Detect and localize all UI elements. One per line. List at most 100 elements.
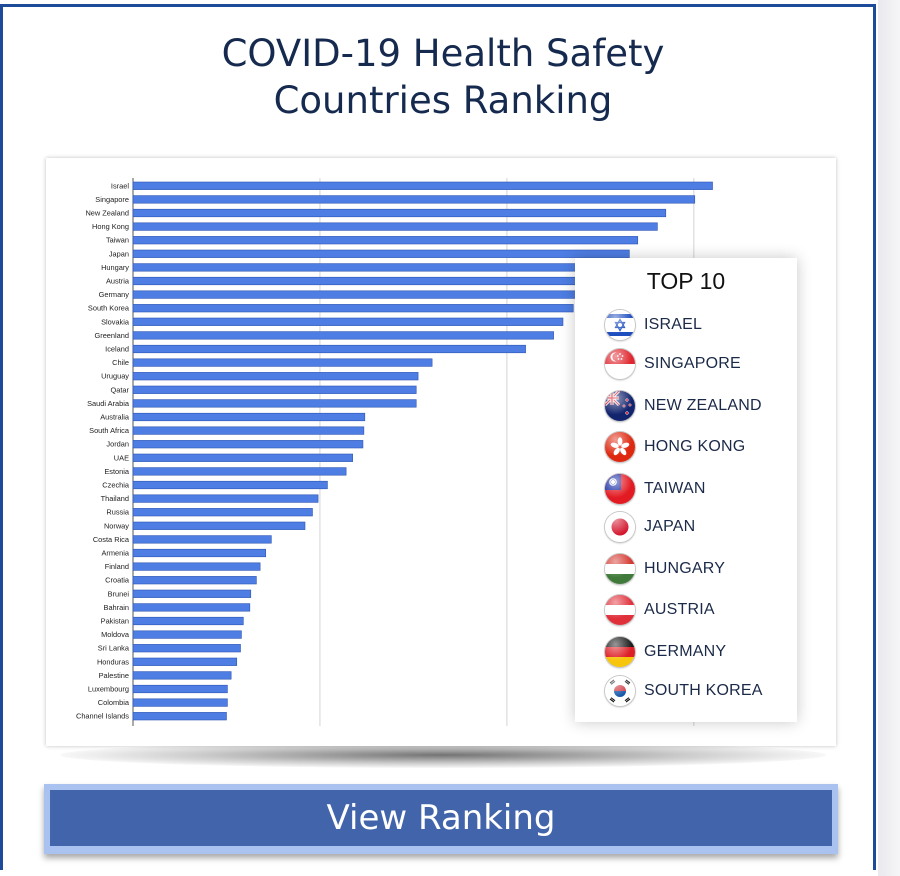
category-label: Czechia <box>102 481 130 490</box>
bar <box>132 399 417 408</box>
category-label: New Zealand <box>85 209 129 218</box>
top10-item-label: ISRAEL <box>644 316 703 333</box>
bar <box>132 304 574 313</box>
category-label: Moldova <box>101 630 130 639</box>
category-label: Hungary <box>101 263 129 272</box>
bar <box>132 494 319 503</box>
top10-item: HUNGARY <box>605 552 725 586</box>
category-label: Finland <box>105 562 129 571</box>
category-label: Germany <box>99 290 130 299</box>
category-label: Iceland <box>105 345 129 354</box>
singapore-flag-icon <box>605 349 635 379</box>
bar <box>132 290 606 299</box>
new-zealand-flag-icon <box>605 391 635 421</box>
bar <box>132 372 419 381</box>
top10-item-label: SOUTH KOREA <box>644 682 763 699</box>
bar <box>132 698 228 707</box>
bar <box>132 195 696 204</box>
top10-item: TAIWAN <box>605 472 706 506</box>
top10-item: GERMANY <box>605 635 726 669</box>
bar <box>132 657 238 666</box>
bar <box>132 644 241 653</box>
view-ranking-button[interactable]: View Ranking <box>50 790 832 846</box>
top10-item: AUSTRIA <box>605 593 715 627</box>
bar <box>132 671 232 680</box>
page-title: COVID-19 Health Safety Countries Ranking <box>0 30 886 124</box>
austria-flag-icon <box>605 595 635 625</box>
category-label: Russia <box>106 508 129 517</box>
bar <box>132 467 347 476</box>
category-label: Japan <box>109 249 129 258</box>
top10-item: JAPAN <box>605 510 695 544</box>
category-label: Norway <box>104 521 129 530</box>
category-label: Hong Kong <box>92 222 129 231</box>
ranking-bar-chart: Israel Singapore New Zealand Hong Kong Taiwa… <box>76 178 713 726</box>
bar <box>132 616 244 626</box>
category-label: Uruguay <box>101 372 129 381</box>
category-label: Qatar <box>111 385 130 394</box>
bar <box>132 521 306 530</box>
category-label: Honduras <box>97 657 129 666</box>
category-label: Australia <box>100 413 130 422</box>
top10-item-label: HUNGARY <box>644 560 726 577</box>
top10-heading: TOP 10 <box>646 268 726 294</box>
bar <box>132 331 554 340</box>
page-edge-shade <box>878 0 900 876</box>
category-label: Jordan <box>106 440 129 449</box>
bar <box>132 412 366 422</box>
category-label: UAE <box>114 453 129 462</box>
top10-item: SOUTH KOREA <box>605 674 763 708</box>
bar <box>132 385 417 394</box>
bar <box>132 562 261 571</box>
top10-item-label: NEW ZEALAND <box>644 397 762 414</box>
page-frame <box>0 4 876 870</box>
top10-item: SINGAPORE <box>605 347 741 381</box>
bar <box>132 358 433 367</box>
category-label: Greenland <box>94 331 129 340</box>
top10-panel: TOP 10 ISRAEL SINGAPORE NEW ZEALAND HONG… <box>575 258 797 722</box>
bar <box>132 548 267 558</box>
category-label: Sri Lanka <box>98 644 130 653</box>
category-label: Israel <box>111 181 129 190</box>
category-label: Croatia <box>105 576 130 585</box>
top10-item: HONG KONG <box>605 430 745 464</box>
bar <box>132 535 272 544</box>
israel-flag-icon <box>605 310 635 340</box>
category-label: Brunei <box>108 589 130 598</box>
bar <box>132 603 251 612</box>
top10-item-label: HONG KONG <box>644 438 746 455</box>
bar <box>132 249 630 258</box>
top10-item-label: SINGAPORE <box>644 355 741 372</box>
category-label: Thailand <box>101 494 129 503</box>
top10-item-label: TAIWAN <box>644 480 706 497</box>
japan-flag-icon <box>605 512 635 542</box>
bar <box>132 181 713 190</box>
top10-item: ISRAEL <box>605 308 702 342</box>
bar <box>132 453 353 462</box>
south-korea-flag-icon <box>605 676 635 706</box>
category-label: Taiwan <box>106 236 129 245</box>
bar <box>132 712 227 721</box>
bar <box>132 630 242 639</box>
germany-flag-icon <box>605 637 635 667</box>
top10-item-label: AUSTRIA <box>644 601 715 618</box>
bar <box>132 589 252 598</box>
category-label: Armenia <box>101 549 129 558</box>
bar <box>132 276 612 286</box>
bar <box>132 426 365 435</box>
category-label: Chile <box>112 358 129 367</box>
view-ranking-button-frame: View Ranking <box>44 784 838 854</box>
category-label: Luxembourg <box>88 685 129 694</box>
bar <box>132 344 526 354</box>
bar <box>132 576 257 585</box>
category-label: Singapore <box>95 195 129 204</box>
bar <box>132 508 313 517</box>
category-label: Saudi Arabia <box>87 399 130 408</box>
bar <box>132 208 667 218</box>
category-label: Channel Islands <box>76 712 129 721</box>
category-label: Estonia <box>104 467 130 476</box>
page-title-line2: Countries Ranking <box>273 79 613 122</box>
chart-card-shadow <box>60 742 826 768</box>
bar <box>132 222 658 231</box>
category-label: Pakistan <box>101 617 129 626</box>
